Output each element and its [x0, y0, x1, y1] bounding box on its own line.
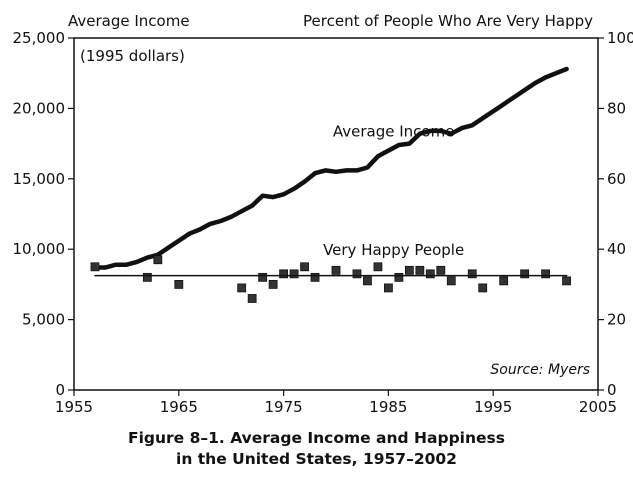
figure-caption-line-1: Figure 8–1. Average Income and Happiness: [128, 429, 505, 447]
left-axis-title: Average Income: [68, 12, 190, 30]
happiness-point: [237, 283, 247, 293]
happiness-point: [258, 272, 268, 282]
chart-marks: [90, 66, 571, 303]
y-right-tick-label: 100: [607, 29, 633, 47]
happiness-point: [373, 262, 383, 272]
axis-ticks: [68, 37, 604, 396]
happiness-point: [446, 276, 456, 286]
source-note: Source: Myers: [490, 362, 590, 378]
y-right-tick-label: 20: [607, 311, 626, 329]
x-tick-label: 1995: [474, 398, 512, 416]
happiness-point: [300, 262, 309, 272]
y-right-tick-label: 60: [607, 170, 626, 188]
y-right-tick-label: 0: [607, 381, 617, 399]
figure-caption-line-2: in the United States, 1957–2002: [176, 450, 457, 468]
x-tick-label: 1975: [265, 398, 303, 416]
y-right-tick-label: 80: [607, 99, 626, 117]
right-axis-title: Percent of People Who Are Very Happy: [303, 12, 593, 30]
x-tick-label: 1965: [160, 398, 198, 416]
left-axis-unit: (1995 dollars): [80, 47, 185, 65]
happiness-point: [352, 269, 362, 279]
happiness-point: [310, 272, 320, 282]
annotations: Average Income Very Happy People Source: M…: [323, 123, 590, 378]
happiness-point: [499, 276, 509, 286]
happiness-point: [520, 269, 530, 279]
happiness-point: [331, 265, 341, 275]
x-tick-label: 2005: [579, 398, 617, 416]
happiness-point: [247, 294, 257, 303]
happiness-point: [478, 283, 488, 293]
x-tick-label: 1955: [55, 398, 93, 416]
y-left-tick-label: 20,000: [13, 99, 66, 117]
happiness-point: [363, 276, 372, 286]
happiness-point: [404, 265, 414, 275]
y-left-tick-label: 25,000: [13, 29, 66, 47]
y-left-tick-label: 10,000: [13, 240, 66, 258]
plot-frame: [73, 37, 599, 391]
income-line: [92, 66, 569, 270]
happiness-point: [541, 269, 550, 279]
happiness-point: [268, 279, 278, 289]
y-left-tick-label: 5,000: [22, 311, 65, 329]
income-series-label: Average Income: [333, 123, 455, 141]
happiness-point: [90, 262, 100, 272]
happiness-point: [174, 279, 184, 289]
y-left-tick-label: 15,000: [13, 170, 66, 188]
happiness-point: [467, 269, 477, 279]
x-tick-label: 1985: [369, 398, 407, 416]
happiness-point: [425, 269, 435, 279]
happiness-point: [415, 265, 425, 275]
happiness-point: [436, 265, 446, 275]
happiness-point: [394, 272, 404, 282]
y-left-tick-label: 0: [55, 381, 65, 399]
happiness-point: [289, 269, 299, 279]
tick-labels: 1955 1965 1975 1985 1995 200505,00010,00015,0…: [13, 29, 633, 416]
happiness-point: [153, 255, 163, 265]
chart: Average Income Percent of People Who Are…: [13, 12, 633, 416]
happiness-series-label: Very Happy People: [323, 241, 464, 259]
y-right-tick-label: 40: [607, 240, 626, 258]
happiness-point: [279, 269, 289, 279]
happiness-point: [562, 276, 571, 286]
happiness-point: [383, 283, 393, 293]
happiness-point: [142, 272, 152, 282]
